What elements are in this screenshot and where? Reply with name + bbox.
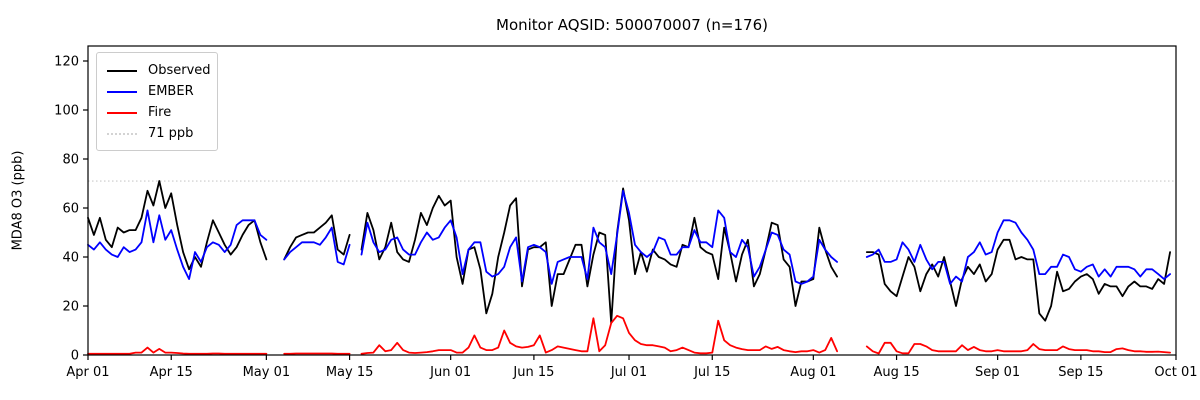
x-tick-label: Jul 01 (610, 365, 647, 380)
x-tick-label: Apr 15 (150, 365, 193, 380)
x-tick-label: Jun 15 (512, 365, 554, 380)
x-tick-label: Sep 01 (975, 365, 1020, 380)
x-tick-label: Sep 15 (1058, 365, 1103, 380)
ember-line (87, 189, 1171, 285)
y-tick-label: 120 (54, 55, 79, 70)
chart-title: Monitor AQSID: 500070007 (n=176) (496, 16, 768, 34)
x-tick-label: Jun 01 (429, 365, 471, 380)
legend-label: Fire (148, 105, 172, 120)
y-tick-label: 100 (54, 104, 79, 119)
x-tick-label: Jul 15 (693, 365, 730, 380)
observed-line-swatch (107, 69, 137, 72)
legend-item-ember: EMBER (105, 81, 209, 102)
fire-line-swatch (107, 111, 137, 114)
legend-item-observed: Observed (105, 60, 211, 81)
x-tick-label: Aug 01 (790, 365, 836, 380)
x-tick-label: Oct 01 (1154, 365, 1197, 380)
threshold-line-swatch (107, 132, 137, 135)
fire-line (87, 314, 1171, 355)
y-tick-label: 60 (62, 202, 79, 217)
legend: Observed EMBER Fire 71 ppb (96, 52, 218, 151)
x-tick-label: Apr 01 (66, 365, 109, 380)
y-tick-label: 0 (71, 349, 79, 364)
y-axis-label: MDA8 O3 (ppb) (10, 150, 26, 251)
y-tick-label: 40 (62, 251, 79, 266)
axes-box (87, 45, 1177, 356)
legend-label: Observed (148, 63, 211, 78)
y-tick-label: 80 (62, 153, 79, 168)
x-tick-label: May 01 (243, 365, 291, 380)
y-tick-label: 20 (62, 300, 79, 315)
x-tick-label: May 15 (326, 365, 374, 380)
x-tick-label: Aug 15 (874, 365, 920, 380)
legend-label: EMBER (148, 84, 194, 99)
observed-line (87, 180, 1171, 324)
legend-item-fire: Fire (105, 102, 209, 123)
legend-label: 71 ppb (148, 126, 194, 141)
ember-line-swatch (107, 90, 137, 93)
legend-item-threshold: 71 ppb (105, 123, 209, 144)
